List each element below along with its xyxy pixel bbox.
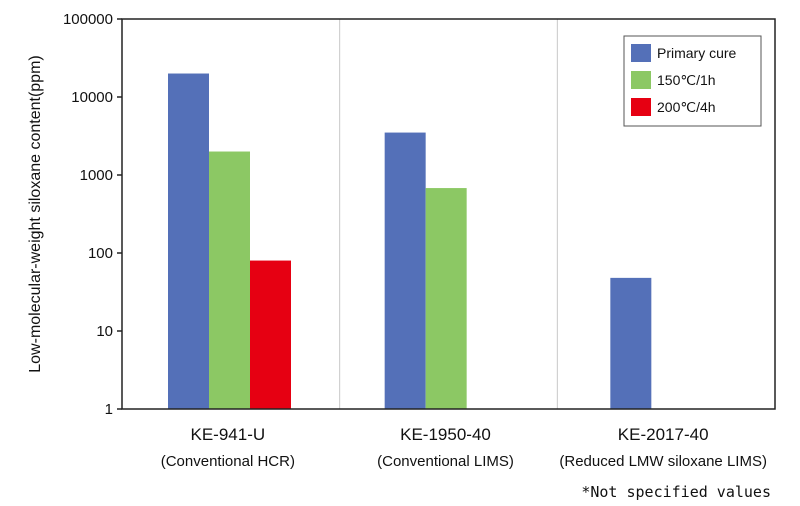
y-tick-label: 1 — [105, 401, 113, 418]
legend: Primary cure 150℃/1h 200℃/4h — [623, 35, 762, 127]
grid-layer — [339, 19, 558, 409]
y-axis-label: Low-molecular-weight siloxane content(pp… — [27, 55, 44, 372]
bar-ke-1950-40-150-1h — [425, 188, 467, 409]
y-tick-label: 100000 — [63, 11, 113, 28]
label-layer: 1 10 100 1000 10000 100000 Low-molecular-weigh… — [27, 11, 771, 501]
bar-ke-1950-40-primary-cure — [384, 132, 426, 410]
category-sublabel: (Conventional LIMS) — [377, 453, 514, 470]
legend-label: 150℃/1h — [657, 72, 716, 88]
bar-ke-941-u-primary-cure — [168, 73, 209, 410]
y-tick-label: 1000 — [80, 167, 113, 184]
footnote: *Not specified values — [581, 483, 771, 501]
bar-ke-941-u-200-4h — [250, 260, 291, 409]
legend-swatch — [631, 98, 651, 116]
y-tick-label: 10000 — [71, 89, 113, 106]
category-label: KE-1950-40 — [400, 425, 491, 444]
bar-ke-2017-40-primary-cure — [610, 277, 652, 409]
category-sublabel: (Conventional HCR) — [161, 453, 295, 470]
legend-label: Primary cure — [657, 45, 737, 61]
legend-swatch — [631, 44, 651, 62]
y-tick-label: 100 — [88, 245, 113, 262]
category-label: KE-941-U — [191, 425, 266, 444]
axis-layer — [117, 18, 776, 410]
plot-frame — [121, 18, 776, 410]
legend-label: 200℃/4h — [657, 99, 716, 115]
legend-swatch — [631, 71, 651, 89]
y-tick-label: 10 — [96, 323, 113, 340]
category-sublabel: (Reduced LMW siloxane LIMS) — [559, 453, 767, 470]
bar-layer — [168, 73, 652, 410]
category-label: KE-2017-40 — [618, 425, 709, 444]
bar-ke-941-u-150-1h — [209, 151, 250, 409]
